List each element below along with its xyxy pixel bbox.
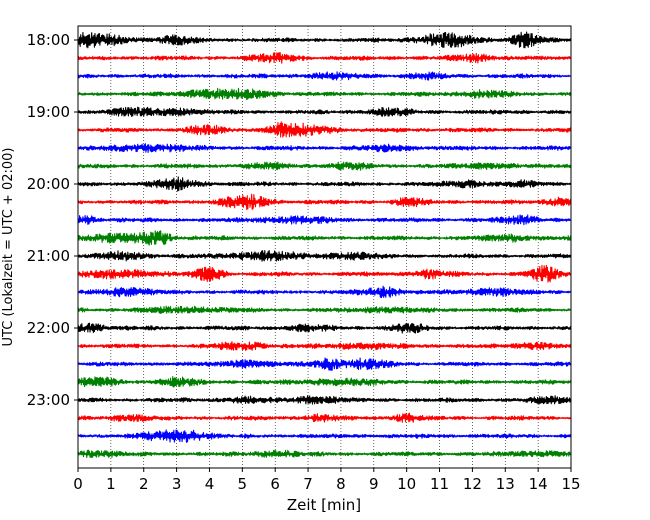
trace-18:30 xyxy=(77,71,572,81)
x-axis-label: Zeit [min] xyxy=(287,496,361,514)
x-tick-label-3: 3 xyxy=(172,475,182,493)
trace-18:15 xyxy=(77,52,572,64)
trace-23:30 xyxy=(77,429,572,443)
x-tick-label-0: 0 xyxy=(73,475,83,493)
trace-18:45 xyxy=(77,87,572,101)
trace-22:00 xyxy=(77,322,572,334)
x-tick-label-12: 12 xyxy=(463,475,482,493)
trace-19:00 xyxy=(77,106,572,118)
trace-23:00 xyxy=(77,395,572,405)
seismic-traces xyxy=(77,31,572,459)
y-tick-label-22:00: 22:00 xyxy=(27,319,70,337)
trace-22:30 xyxy=(77,357,572,371)
x-tick-label-13: 13 xyxy=(496,475,515,493)
x-tick-label-6: 6 xyxy=(270,475,280,493)
y-axis-label: UTC (Lokalzeit = UTC + 02:00) xyxy=(1,148,16,347)
trace-23:45 xyxy=(77,449,572,459)
x-tick-label-15: 15 xyxy=(561,475,580,493)
x-tick-label-9: 9 xyxy=(369,475,379,493)
trace-19:30 xyxy=(77,143,572,153)
x-tick-label-5: 5 xyxy=(238,475,248,493)
plot-frame xyxy=(77,25,572,469)
x-tick-label-8: 8 xyxy=(336,475,346,493)
trace-22:15 xyxy=(77,341,572,351)
y-tick-label-19:00: 19:00 xyxy=(27,103,70,121)
trace-21:15 xyxy=(77,264,572,283)
x-tick-label-10: 10 xyxy=(397,475,416,493)
trace-21:30 xyxy=(77,285,572,299)
y-tick-label-18:00: 18:00 xyxy=(27,31,70,49)
trace-19:15 xyxy=(77,121,572,138)
trace-18:00 xyxy=(77,31,572,49)
trace-20:30 xyxy=(77,214,572,226)
trace-20:45 xyxy=(77,230,572,246)
trace-22:45 xyxy=(77,376,572,388)
trace-21:00 xyxy=(77,249,572,262)
y-tick-label-20:00: 20:00 xyxy=(27,175,70,193)
trace-20:15 xyxy=(77,193,572,211)
x-tick-label-2: 2 xyxy=(139,475,149,493)
x-tick-label-7: 7 xyxy=(303,475,313,493)
x-tick-label-1: 1 xyxy=(106,475,116,493)
y-tick-label-23:00: 23:00 xyxy=(27,391,70,409)
x-tick-label-14: 14 xyxy=(529,475,548,493)
y-axis: 18:00 19:00 20:00 21:00 22:00 23:00 xyxy=(27,31,78,409)
x-tick-label-11: 11 xyxy=(430,475,449,493)
y-tick-label-21:00: 21:00 xyxy=(27,247,70,265)
x-tick-label-4: 4 xyxy=(205,475,215,493)
trace-20:00 xyxy=(77,176,572,192)
trace-23:15 xyxy=(77,412,572,423)
x-axis: 0 1 2 3 4 5 6 7 8 9 10 11 12 13 14 15 xyxy=(73,468,581,493)
trace-19:45 xyxy=(77,161,572,171)
trace-21:45 xyxy=(77,305,572,314)
